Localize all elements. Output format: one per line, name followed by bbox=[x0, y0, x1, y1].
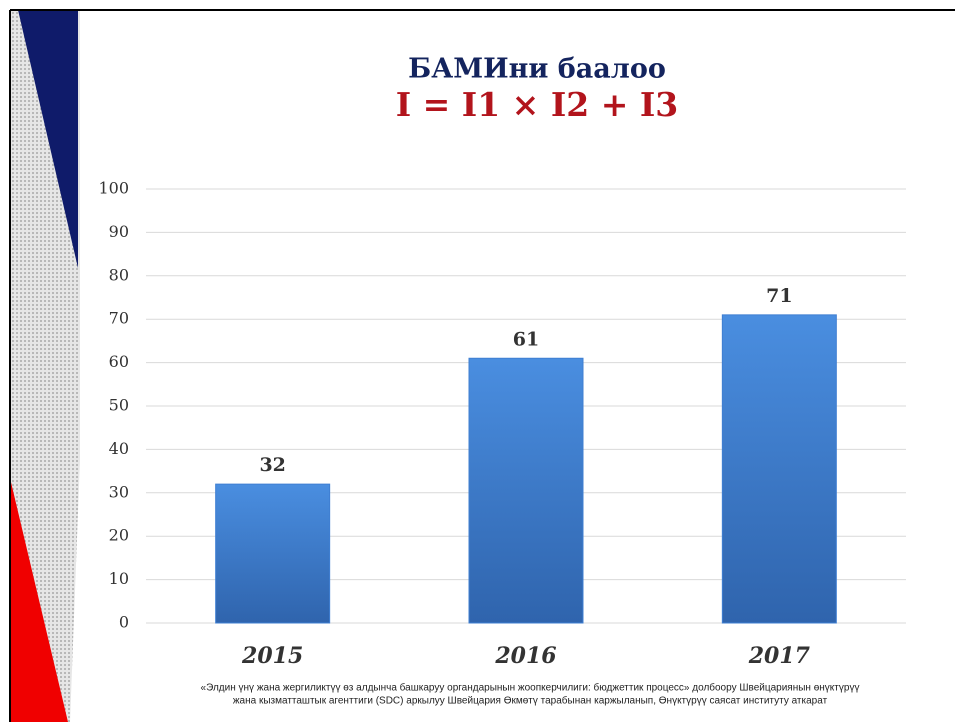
footnote: жана кызматташтык агенттиги (SDC) аркылу… bbox=[233, 695, 828, 707]
slide: БАМИни баалоо I = I1 × I2 + I3 «Элдин үн… bbox=[0, 0, 955, 722]
x-tick-label: 2015 bbox=[241, 643, 303, 669]
value-label: 32 bbox=[259, 454, 285, 476]
bar bbox=[469, 358, 583, 623]
y-tick-label: 10 bbox=[109, 569, 129, 588]
x-tick-label: 2017 bbox=[748, 643, 811, 669]
value-label: 71 bbox=[766, 285, 792, 307]
y-tick-label: 90 bbox=[109, 222, 129, 241]
y-tick-label: 80 bbox=[109, 265, 129, 284]
y-tick-label: 40 bbox=[109, 439, 129, 458]
chart-subtitle: I = I1 × I2 + I3 bbox=[396, 85, 679, 124]
x-tick-label: 2016 bbox=[494, 643, 556, 669]
y-tick-label: 20 bbox=[109, 526, 129, 545]
y-tick-label: 70 bbox=[109, 309, 129, 328]
y-tick-label: 60 bbox=[109, 352, 129, 371]
bar bbox=[216, 484, 330, 623]
bar bbox=[722, 315, 836, 623]
y-tick-label: 50 bbox=[109, 396, 129, 415]
footnote: «Элдин үнү жана жергиликтүү өз алдынча б… bbox=[201, 682, 860, 694]
chart-title: БАМИни баалоо bbox=[408, 54, 666, 85]
y-tick-label: 0 bbox=[119, 613, 129, 632]
value-label: 61 bbox=[513, 328, 539, 350]
y-tick-label: 100 bbox=[98, 179, 129, 198]
y-tick-label: 30 bbox=[109, 482, 129, 501]
